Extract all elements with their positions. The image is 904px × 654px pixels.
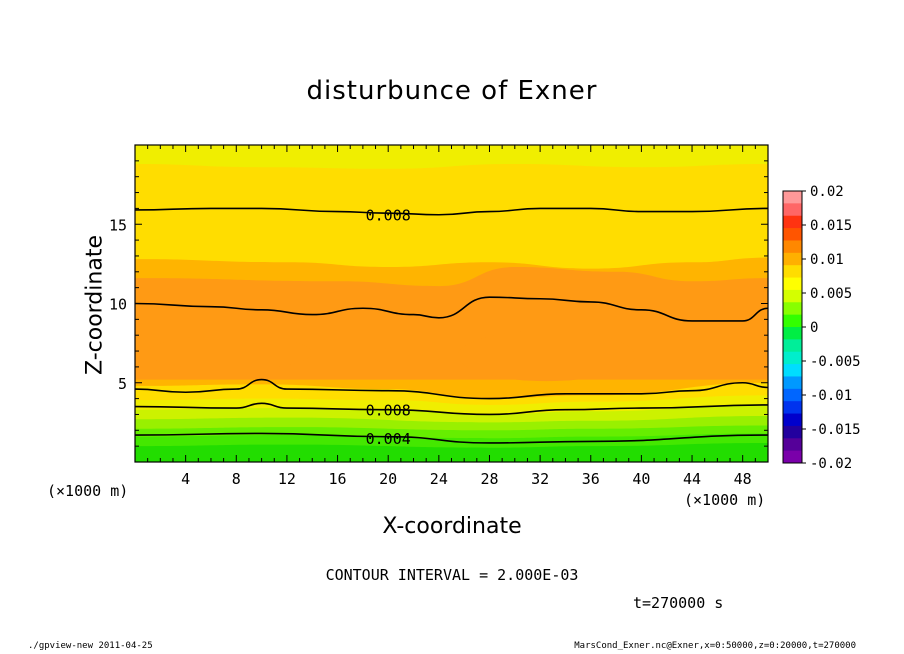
- y-tick-label: 5: [118, 375, 127, 393]
- contour-label-0: 0.008: [366, 207, 411, 225]
- contour-line-2: [135, 378, 768, 400]
- x-tick-label: 32: [531, 470, 549, 488]
- colorbar-swatch: [783, 413, 802, 427]
- colorbar-swatch: [783, 289, 802, 303]
- x-tick-label: 28: [480, 470, 498, 488]
- plot-area: 0.008 0.008 0.004: [135, 145, 768, 462]
- x-unit-label-right: (×1000 m): [684, 491, 766, 509]
- colorbar-swatch: [783, 191, 802, 204]
- contour-label-2: 0.004: [366, 430, 411, 448]
- contour-band-10: [135, 145, 768, 269]
- contour-line-3: [135, 402, 768, 416]
- x-tick-label: 40: [632, 470, 650, 488]
- colorbar-label: -0.02: [810, 456, 852, 472]
- x-tick-label: 24: [430, 470, 448, 488]
- x-tick-label: 4: [181, 470, 190, 488]
- contour-line-4: [135, 432, 768, 444]
- colorbar-swatch: [783, 425, 802, 439]
- colorbar-label: 0.01: [810, 252, 844, 268]
- x-tick-label: 44: [683, 470, 701, 488]
- contour-max-region-2: [457, 330, 636, 382]
- colorbar-label: -0.015: [810, 422, 861, 438]
- x-tick-label: 8: [232, 470, 241, 488]
- colorbar-swatch: [783, 376, 802, 390]
- x-tick-label: 48: [734, 470, 752, 488]
- contour-interval: CONTOUR INTERVAL = 2.000E-03: [325, 566, 579, 584]
- colorbar-swatch: [783, 351, 802, 365]
- time-label: t=270000 s: [633, 594, 724, 612]
- colorbar-swatch: [783, 364, 802, 377]
- contour-max-region-1: [373, 346, 442, 366]
- y-tick-label: 15: [109, 216, 127, 234]
- colorbar-swatch: [783, 327, 802, 340]
- colorbar-swatch: [783, 450, 802, 464]
- contour-line-0: [135, 207, 768, 216]
- colorbar-swatch: [783, 240, 802, 254]
- footer-left: ./gpview-new 2011-04-25: [28, 641, 153, 651]
- colorbar-swatch: [783, 438, 802, 452]
- colorbar-swatch: [783, 314, 802, 328]
- colorbar-label: 0.015: [810, 218, 852, 234]
- y-tick-label: 10: [109, 296, 127, 314]
- contour-label-1: 0.008: [366, 402, 411, 420]
- colorbar-swatch: [783, 265, 802, 279]
- colorbar-swatch: [783, 252, 802, 266]
- colorbar-label: -0.005: [810, 354, 861, 370]
- colorbar-label: 0: [810, 320, 818, 336]
- footer-right: MarsCond_Exner.nc@Exner,x=0:50000,z=0:20…: [574, 641, 856, 651]
- x-unit-label: (×1000 m): [47, 482, 129, 500]
- colorbar-label: -0.01: [810, 388, 852, 404]
- x-tick-label: 12: [278, 470, 296, 488]
- y-axis-label: Z-coordinate: [82, 235, 108, 375]
- colorbar-swatch: [783, 215, 802, 229]
- x-axis-label: X-coordinate: [382, 514, 522, 539]
- x-tick-label: 20: [379, 470, 397, 488]
- contour-band-12: [135, 145, 768, 146]
- contour-line-1: [135, 296, 768, 322]
- contour-max-region-0: [147, 335, 313, 371]
- colorbar-swatch: [783, 302, 802, 316]
- colorbar-label: 0.005: [810, 286, 852, 302]
- colorbar-label: 0.02: [810, 184, 844, 200]
- colorbar-swatch: [783, 339, 802, 353]
- colorbar-swatch: [783, 401, 802, 415]
- chart-title: disturbunce of Exner: [306, 76, 598, 106]
- colorbar-swatch: [783, 388, 802, 402]
- colorbar-swatch: [783, 277, 802, 291]
- contour-band-11: [135, 145, 768, 169]
- colorbar-swatch: [783, 203, 802, 217]
- x-tick-label: 36: [582, 470, 600, 488]
- colorbar-swatch: [783, 228, 802, 241]
- x-tick-label: 16: [329, 470, 347, 488]
